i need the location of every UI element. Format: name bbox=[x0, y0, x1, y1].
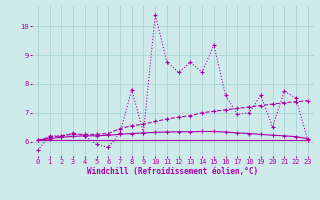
X-axis label: Windchill (Refroidissement éolien,°C): Windchill (Refroidissement éolien,°C) bbox=[87, 167, 258, 176]
